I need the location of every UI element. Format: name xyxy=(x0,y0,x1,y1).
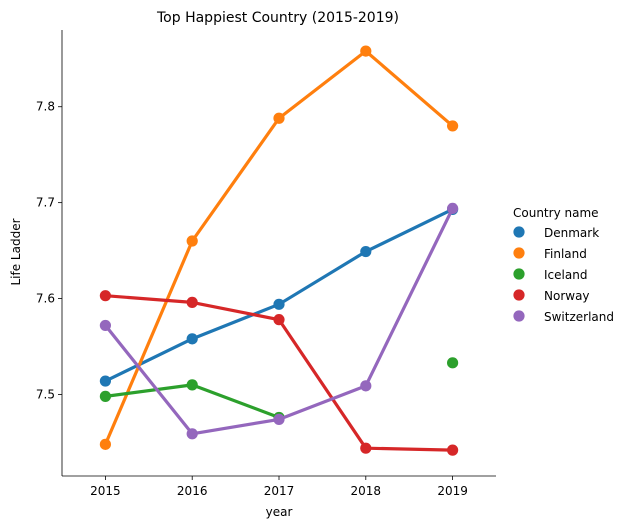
y-tick-label: 7.8 xyxy=(36,100,55,114)
series-iceland xyxy=(99,357,459,424)
data-point-denmark xyxy=(99,375,111,387)
legend-label-finland: Finland xyxy=(544,247,587,261)
legend-marker-norway xyxy=(513,289,525,301)
data-point-iceland xyxy=(186,379,198,391)
y-axis-title: Life Ladder xyxy=(9,218,23,285)
legend-marker-denmark xyxy=(513,226,525,238)
data-point-iceland xyxy=(447,357,459,369)
legend-marker-finland xyxy=(513,247,525,259)
series-switzerland xyxy=(99,202,459,440)
data-point-norway xyxy=(447,444,459,456)
data-point-iceland xyxy=(99,390,111,402)
series-line-finland xyxy=(103,49,455,446)
data-point-finland xyxy=(447,120,459,132)
legend-label-switzerland: Switzerland xyxy=(544,310,614,324)
plot-area xyxy=(99,45,459,456)
data-point-switzerland xyxy=(186,428,198,440)
x-tick-label: 2018 xyxy=(351,484,382,498)
x-axis-title: year xyxy=(266,505,293,519)
data-point-denmark xyxy=(186,333,198,345)
data-point-finland xyxy=(273,112,285,124)
y-tick-label: 7.5 xyxy=(36,387,55,401)
chart-title: Top Happiest Country (2015-2019) xyxy=(156,10,399,26)
data-point-norway xyxy=(186,296,198,308)
data-point-switzerland xyxy=(360,380,372,392)
data-point-denmark xyxy=(360,245,372,258)
data-point-denmark xyxy=(273,298,285,310)
y-tick-label: 7.7 xyxy=(36,196,55,210)
axes: 2015 2016 2017 2018 2019 7.5 7.6 7.7 7.8 xyxy=(36,30,496,498)
legend-title: Country name xyxy=(513,206,599,220)
data-point-finland xyxy=(99,438,111,450)
legend-marker-iceland xyxy=(513,268,525,280)
data-point-finland xyxy=(186,235,198,247)
data-point-norway xyxy=(273,314,285,326)
legend-label-norway: Norway xyxy=(544,289,590,303)
data-point-switzerland xyxy=(273,413,285,426)
y-tick-label: 7.6 xyxy=(36,292,55,306)
legend-label-iceland: Iceland xyxy=(544,268,587,282)
series-norway xyxy=(99,290,459,456)
series-denmark xyxy=(99,203,459,387)
data-point-norway xyxy=(99,290,111,302)
x-tick-label: 2015 xyxy=(90,484,121,498)
series-line-denmark xyxy=(103,207,455,383)
legend-marker-switzerland xyxy=(513,310,525,322)
x-tick-label: 2019 xyxy=(437,484,468,498)
data-point-switzerland xyxy=(99,319,111,332)
legend-label-denmark: Denmark xyxy=(544,226,599,240)
x-tick-label: 2016 xyxy=(177,484,208,498)
data-point-switzerland xyxy=(447,202,459,214)
data-point-norway xyxy=(360,442,372,454)
legend: Country name Denmark Finland Iceland Norway… xyxy=(513,206,614,324)
series-finland xyxy=(99,45,459,450)
data-point-finland xyxy=(360,45,372,57)
x-tick-label: 2017 xyxy=(264,484,295,498)
